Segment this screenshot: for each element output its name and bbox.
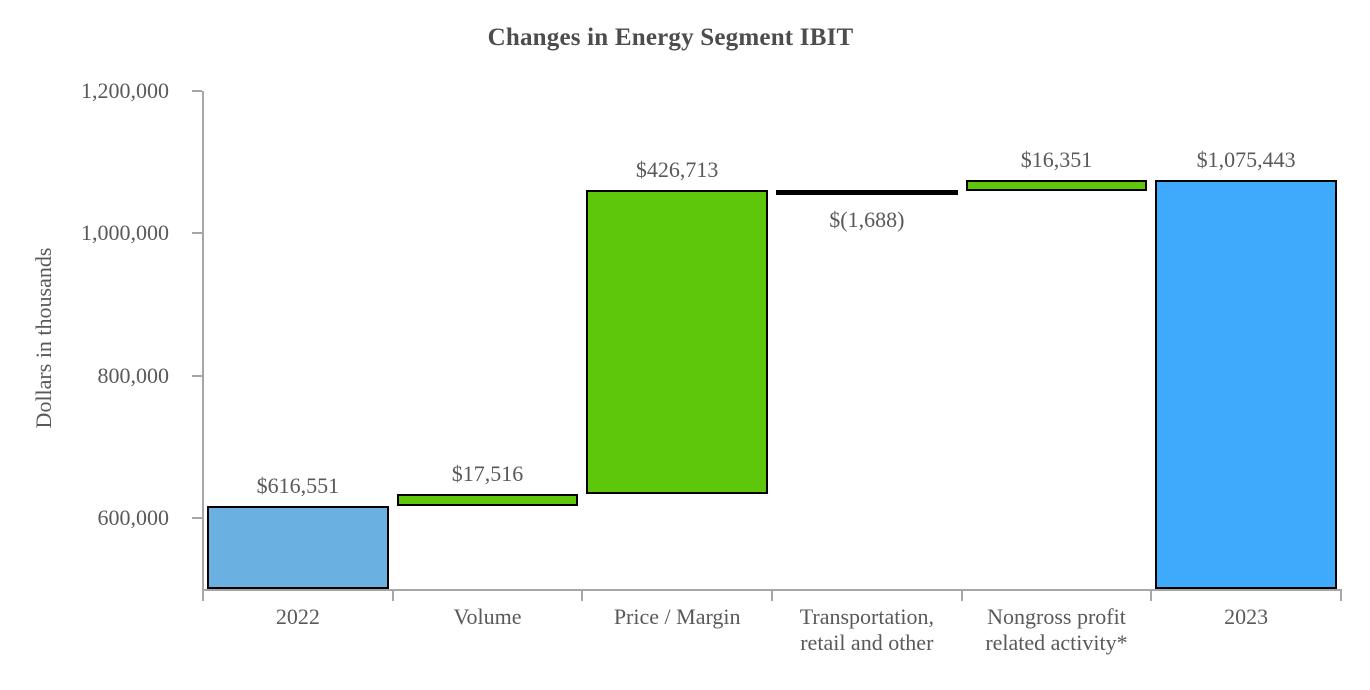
waterfall-bar	[586, 190, 768, 494]
bar-value-label: $17,516	[451, 460, 524, 486]
x-category-label: Price / Margin	[582, 604, 772, 630]
y-axis-tick	[192, 516, 202, 519]
x-category-label-line: Nongross profit	[987, 604, 1126, 629]
y-axis-tick	[192, 374, 202, 377]
x-axis-line	[202, 589, 1342, 591]
x-axis-tick	[581, 591, 584, 601]
y-axis-tick-label: 1,200,000	[81, 78, 169, 103]
x-category-label: Nongross profit related activity*	[962, 604, 1152, 656]
x-category-label-line: Volume	[453, 604, 522, 629]
x-category-label: 2023	[1151, 604, 1341, 630]
y-axis-line	[202, 91, 204, 591]
waterfall-bar	[207, 506, 389, 589]
x-category-label-line: 2022	[275, 604, 320, 629]
x-axis-tick	[960, 591, 963, 601]
x-axis-tick	[1340, 591, 1342, 601]
bar-value-label: $(1,688)	[829, 207, 905, 233]
bar-value-label: $426,713	[635, 157, 719, 183]
x-category-label: 2022	[203, 604, 393, 630]
x-axis-tick	[202, 591, 204, 601]
y-axis-tick-label: 600,000	[97, 504, 170, 530]
x-category-label: Volume	[393, 604, 583, 630]
y-axis-tick	[192, 232, 202, 235]
x-axis-tick	[771, 591, 773, 601]
y-axis-tick	[192, 90, 202, 92]
x-category-label-line: Transportation,	[799, 604, 934, 629]
x-category-label-line: 2023	[1224, 604, 1269, 629]
waterfall-bar	[1155, 179, 1337, 589]
waterfall-bar	[396, 493, 579, 507]
x-category-label-line: Price / Margin	[613, 604, 741, 629]
y-axis-tick-label: 1,000,000	[81, 220, 169, 246]
y-axis-tick-label: 800,000	[97, 362, 170, 388]
x-category-label: Transportation, retail and other	[772, 604, 962, 656]
bar-value-label: $16,351	[1020, 146, 1093, 172]
waterfall-bar	[965, 179, 1148, 192]
chart-title: Changes in Energy Segment IBIT	[487, 24, 854, 51]
bar-value-label: $616,551	[256, 473, 340, 499]
waterfall-bar	[776, 190, 958, 196]
x-axis-tick	[1150, 591, 1153, 601]
x-category-label-line: retail and other	[800, 630, 934, 655]
x-axis-tick	[391, 591, 394, 601]
x-category-label-line: related activity*	[985, 630, 1128, 655]
bar-value-label: $1,075,443	[1196, 146, 1296, 172]
